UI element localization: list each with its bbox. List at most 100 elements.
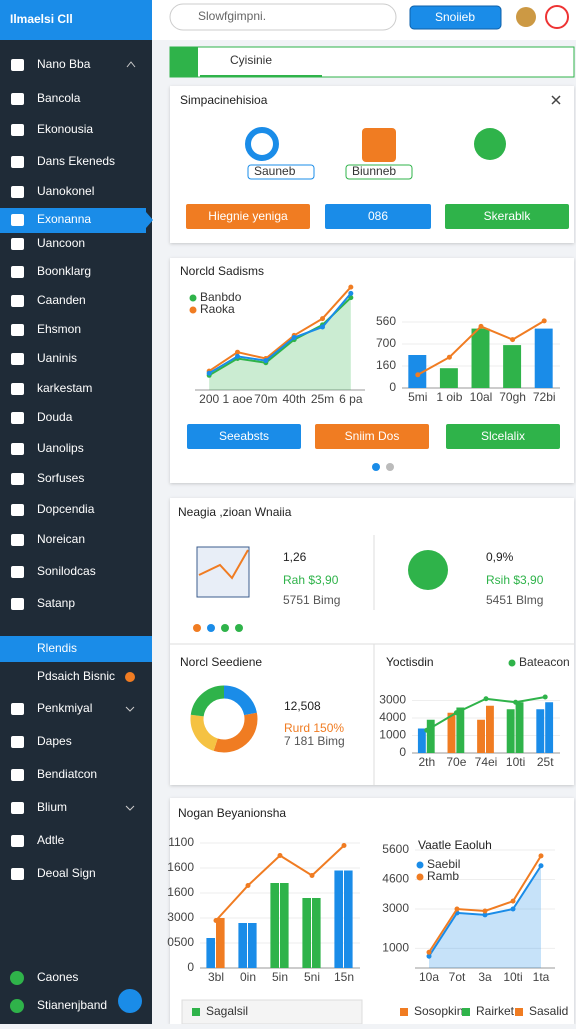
footer-legend: Sagalsil [206,1004,248,1018]
pager-dot[interactable] [235,624,243,632]
chat-button[interactable] [118,989,142,1013]
x-tick-label: 70e [446,755,466,769]
nav-item: Adtle [37,833,65,847]
y-tick-label: 160 [376,358,396,372]
x-tick-label: 2th [418,755,435,769]
panel-value: 12,508 [284,699,321,713]
point [206,370,212,376]
nav-item: Noreican [37,532,85,546]
button[interactable] [187,424,301,449]
donut-segment [190,714,219,751]
pager-dot[interactable] [386,463,394,471]
pill-label: Biunneb [352,164,396,178]
icon-circle [474,128,506,160]
button-label: 086 [368,209,388,223]
chevron [125,805,135,811]
nav-item: Uancoon [37,236,85,250]
y-tick-label: 560 [376,314,396,328]
y-tick-label: 4000 [379,710,406,724]
x-tick-label: 15n [334,970,354,984]
point [510,898,516,904]
pager-dot[interactable] [207,624,215,632]
card-title: Norcld Sadisms [180,264,264,278]
point [538,853,544,859]
donut-segment [213,712,258,753]
bar [536,709,545,753]
active-arrow [146,212,153,228]
x-tick-label: 10al [470,390,493,404]
y-tick-label: 4600 [382,872,409,886]
nav-icon [11,566,24,578]
y-tick-label: 3000 [167,910,194,924]
point [424,727,430,733]
button[interactable] [325,204,431,229]
button[interactable] [445,204,569,229]
point [454,906,460,912]
bar [515,702,524,753]
nav-item: karkestam [37,381,92,395]
nav-item: Sorfuses [37,471,84,485]
footer-icon [515,1008,523,1016]
stat-value: 0,9% [486,550,514,564]
stat-sub: 5451 Blmg [486,593,543,607]
footer-icon [10,999,24,1013]
point [320,324,325,330]
nav-icon [11,412,24,424]
point [482,912,488,918]
y-tick-label: 1600 [167,885,194,899]
bar [456,707,465,753]
card-title: Neagia ,zioan Wnaiia [178,505,292,519]
footer-legend: Rairket [476,1004,515,1018]
footer-item: Stianenjband [37,998,107,1012]
x-tick-label: 1 aoe [222,392,252,406]
button[interactable] [186,204,310,229]
bar [280,883,289,968]
pager-dot[interactable] [372,463,380,471]
bar [439,368,458,388]
avatar [516,7,536,27]
nav-item: Penkmiyal [37,701,92,715]
pill [345,164,413,180]
y-tick-label: 1600 [167,860,194,874]
button-label: Slcelalix [481,429,525,443]
x-tick-label: 10ti [506,755,525,769]
nav-icon [11,736,24,748]
x-tick-label: 25t [537,755,554,769]
panel-sub: 7 181 Bimg [284,734,345,748]
y-tick-label: 0 [187,960,194,974]
pager-dot[interactable] [193,624,201,632]
nav-item: Uanolips [37,441,84,455]
button[interactable] [446,424,560,449]
nav-icon [11,473,24,485]
point [348,284,354,290]
nav-item: Sonilodcas [37,564,96,578]
donut-segment [190,685,225,717]
bar [302,898,311,968]
bar [334,870,343,968]
sidebar [0,0,152,1024]
y-tick-label: 5600 [382,842,409,856]
help[interactable] [545,5,569,29]
button[interactable] [315,424,429,449]
x-tick-label: 3bl [208,970,224,984]
point [320,316,325,322]
tab-bar [169,46,575,78]
point [426,953,432,959]
nav-item: Ehsmon [37,322,81,336]
stat-value: 1,26 [283,550,307,564]
x-tick-label: 72bi [533,390,556,404]
nav-icon [11,186,24,198]
pager-dot[interactable] [221,624,229,632]
logo-bar [0,0,152,40]
search-box[interactable] [169,3,397,31]
header-button[interactable] [409,5,502,30]
nav-icon [11,534,24,546]
area [209,297,351,390]
search-text: Slowfgimpni. [198,9,266,23]
nav-icon [11,156,24,168]
panel-title: Norcl Seediene [180,655,262,669]
x-tick-label: 74ei [475,755,498,769]
nav-icon [11,93,24,105]
legend-label: Saebil [427,857,460,871]
